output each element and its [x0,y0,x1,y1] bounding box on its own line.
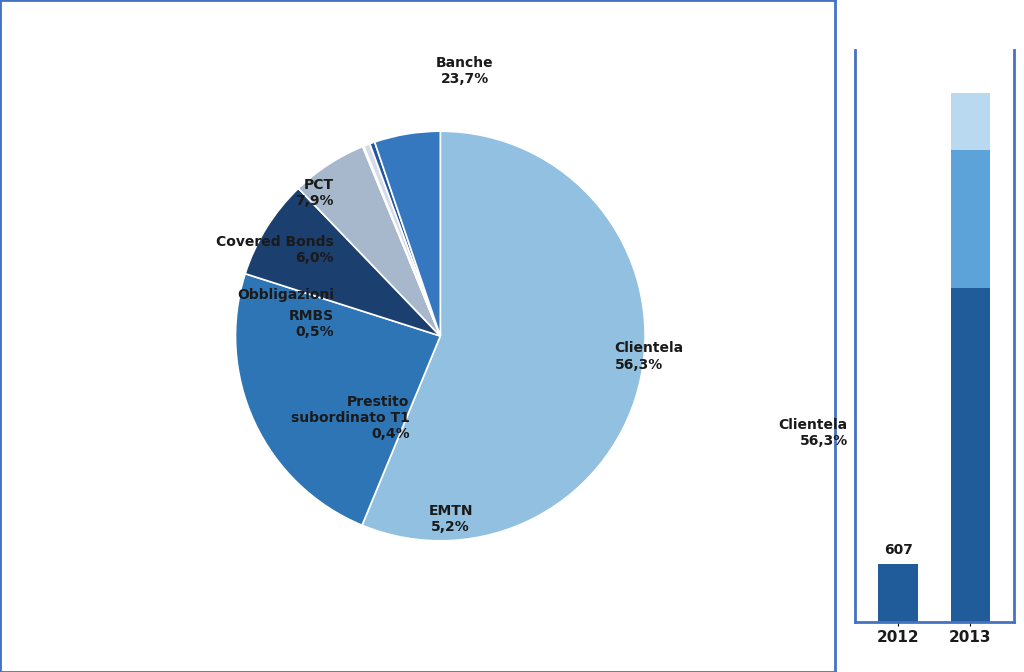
Wedge shape [245,188,440,336]
Text: RMBS
0,5%: RMBS 0,5% [289,308,334,339]
Bar [879,564,919,622]
Text: PCT
7,9%: PCT 7,9% [295,177,334,208]
Bar [950,151,990,288]
Wedge shape [362,146,440,336]
Bar [950,288,990,622]
Bar [950,93,990,151]
Text: Clientela
56,3%: Clientela 56,3% [778,418,848,448]
Text: Prestito
subordinato T1
0,4%: Prestito subordinato T1 0,4% [291,394,410,441]
Wedge shape [375,131,440,336]
Text: Clientela
56,3%: Clientela 56,3% [614,341,684,372]
Text: Banche
23,7%: Banche 23,7% [436,56,494,86]
Text: 607: 607 [884,543,912,557]
Wedge shape [362,131,645,541]
Wedge shape [298,146,440,336]
Wedge shape [364,144,440,336]
Text: Covered Bonds
6,0%: Covered Bonds 6,0% [216,235,334,265]
Text: EMTN
5,2%: EMTN 5,2% [428,504,473,534]
Text: Obbligazioni: Obbligazioni [237,288,334,302]
Wedge shape [236,274,440,526]
Wedge shape [370,142,440,336]
